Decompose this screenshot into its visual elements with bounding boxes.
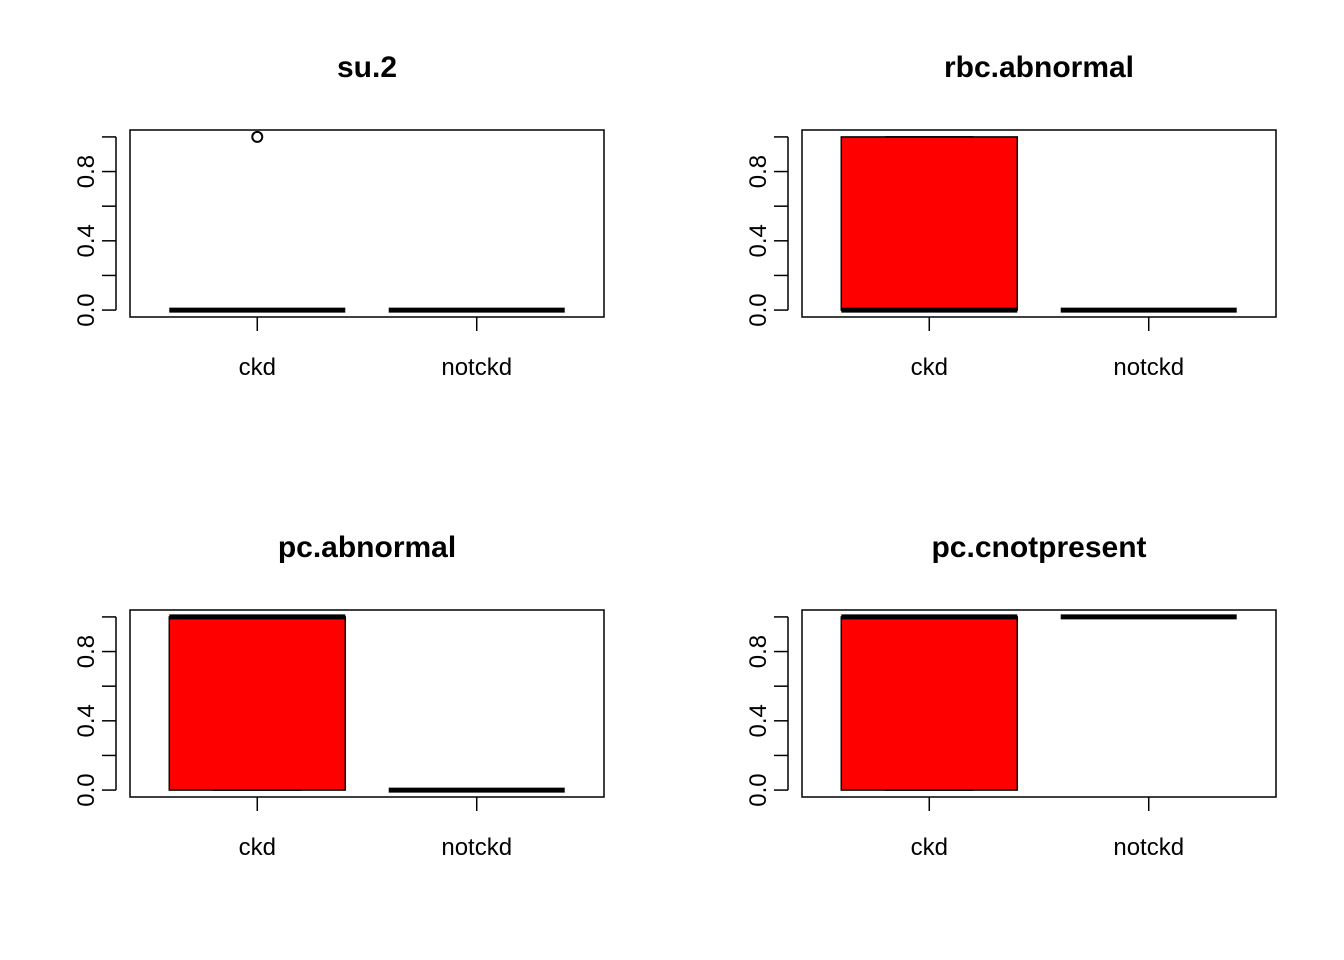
y-tick-label: 0.8 <box>73 155 100 188</box>
x-tick-label-notckd: notckd <box>1113 834 1184 861</box>
x-tick-label-ckd: ckd <box>911 354 948 381</box>
panel-su-2: su.2 0.0 0.4 0.8 ckd notckd <box>73 51 605 381</box>
y-tick-label: 0.0 <box>73 773 100 806</box>
box-ckd <box>169 130 346 313</box>
x-tick-label-ckd: ckd <box>239 354 276 381</box>
x-tick-label-ckd: ckd <box>239 834 276 861</box>
panel-pc-cnotpresent: pc.cnotpresent 0.0 0.4 0.8 ckd notckd <box>745 531 1277 861</box>
panel-rbc-abnormal: rbc.abnormal 0.0 0.4 0.8 ckd notckd <box>745 51 1277 381</box>
y-tick-label: 0.8 <box>745 155 772 188</box>
y-tick-label: 0.4 <box>745 224 772 257</box>
box-body <box>840 616 1019 791</box>
x-tick-label-ckd: ckd <box>911 834 948 861</box>
plot-frame <box>129 609 605 798</box>
panel-title: pc.abnormal <box>278 531 456 564</box>
panel-title: su.2 <box>337 51 397 84</box>
x-tick-label-notckd: notckd <box>441 834 512 861</box>
x-tick-label-notckd: notckd <box>441 354 512 381</box>
box-body <box>840 136 1019 311</box>
outlier-point <box>251 130 264 143</box>
box-ckd <box>840 614 1019 791</box>
y-tick-label: 0.0 <box>73 293 100 326</box>
panel-title: pc.cnotpresent <box>931 531 1146 564</box>
y-tick-label: 0.4 <box>745 704 772 737</box>
y-tick-label: 0.4 <box>73 704 100 737</box>
y-tick-label: 0.0 <box>745 773 772 806</box>
y-tick-label: 0.4 <box>73 224 100 257</box>
plot-frame <box>801 609 1277 798</box>
y-tick-label: 0.0 <box>745 293 772 326</box>
x-tick-label-notckd: notckd <box>1113 354 1184 381</box>
y-tick-label: 0.8 <box>745 635 772 668</box>
panel-pc-abnormal: pc.abnormal 0.0 0.4 0.8 ckd notckd <box>73 531 605 861</box>
panel-title: rbc.abnormal <box>944 51 1134 84</box>
box-ckd <box>840 136 1019 313</box>
plot-frame <box>129 129 605 318</box>
y-tick-label: 0.8 <box>73 635 100 668</box>
plot-frame <box>801 129 1277 318</box>
box-ckd <box>168 614 347 791</box>
box-body <box>168 616 347 791</box>
